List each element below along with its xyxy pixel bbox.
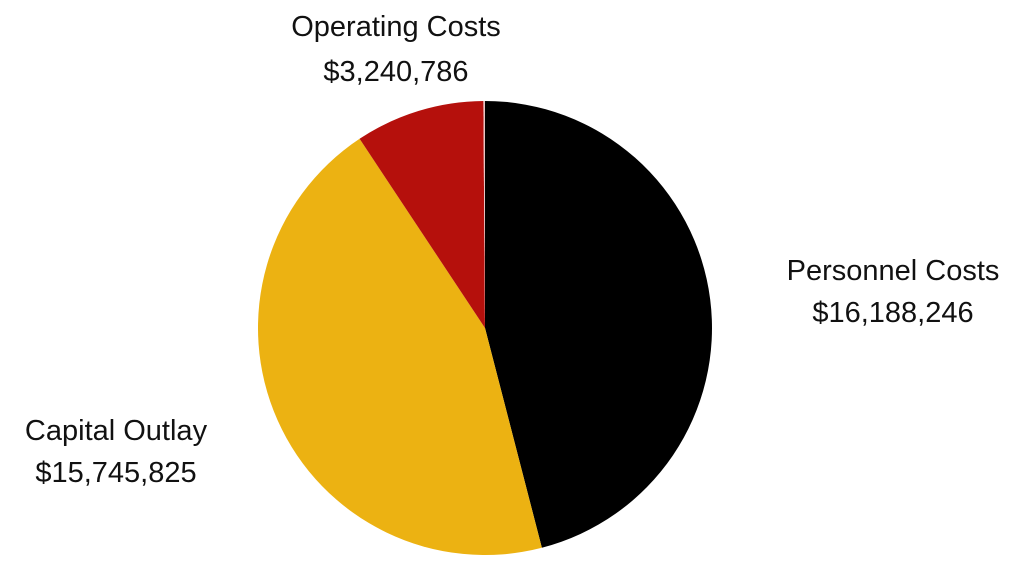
slice-label-operating-costs: Operating Costs bbox=[291, 11, 501, 43]
pie-slice-personnel-costs bbox=[485, 101, 712, 548]
pie-slice-small bbox=[483, 101, 485, 328]
pie-slice-capital-outlay bbox=[257, 138, 542, 556]
slice-value-operating-costs: $3,240,786 bbox=[323, 56, 468, 88]
slice-value-capital-outlay: $15,745,825 bbox=[35, 457, 196, 489]
slice-label-personnel-costs: Personnel Costs bbox=[787, 255, 1000, 287]
pie-slice-operating-costs bbox=[359, 101, 485, 328]
slice-value-personnel-costs: $16,188,246 bbox=[812, 297, 973, 329]
slice-label-capital-outlay: Capital Outlay bbox=[25, 415, 208, 447]
